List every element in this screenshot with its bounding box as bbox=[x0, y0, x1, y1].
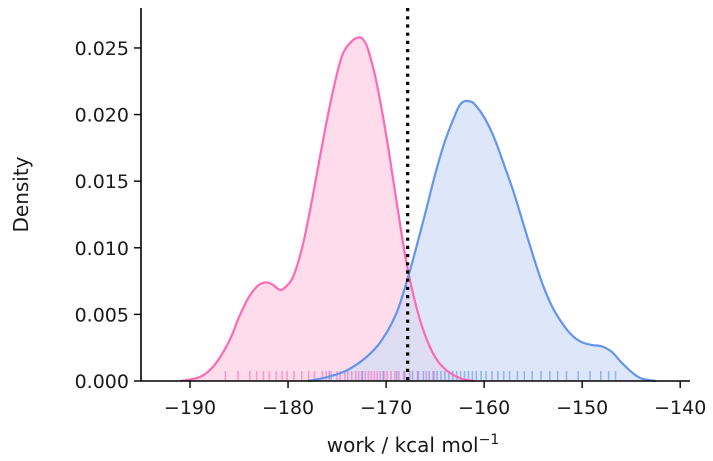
density-lines bbox=[179, 36, 656, 383]
rug-marks bbox=[224, 371, 617, 380]
x-axis-label-superscript: −1 bbox=[479, 432, 500, 448]
x-tick-label: −150 bbox=[556, 397, 608, 419]
series-1-fill bbox=[180, 37, 475, 382]
x-tick-label: −160 bbox=[458, 397, 510, 419]
series-2-line bbox=[307, 99, 656, 383]
x-ticks: −190 −180 −170 −160 −150 −140 bbox=[164, 381, 706, 419]
y-tick-label: 0.010 bbox=[75, 238, 129, 260]
y-tick-label: 0.005 bbox=[75, 304, 129, 326]
x-tick-label: −190 bbox=[164, 397, 216, 419]
y-tick-label: 0.025 bbox=[75, 38, 129, 60]
y-ticks: 0.000 0.005 0.010 0.015 0.020 0.025 bbox=[75, 38, 141, 393]
y-tick-label: 0.000 bbox=[75, 371, 129, 393]
series-2-fill bbox=[307, 100, 656, 381]
x-axis-label-main: work / kcal mol bbox=[327, 433, 479, 457]
y-tick-label: 0.015 bbox=[75, 171, 129, 193]
y-axis-label: Density bbox=[9, 156, 33, 232]
series-1-line bbox=[179, 36, 475, 383]
y-tick-label: 0.020 bbox=[75, 105, 129, 127]
density-fills bbox=[180, 37, 656, 382]
x-tick-label: −170 bbox=[360, 397, 412, 419]
x-tick-label: −180 bbox=[262, 397, 314, 419]
x-axis-label: work / kcal mol−1 bbox=[327, 432, 500, 457]
x-tick-label: −140 bbox=[654, 397, 706, 419]
